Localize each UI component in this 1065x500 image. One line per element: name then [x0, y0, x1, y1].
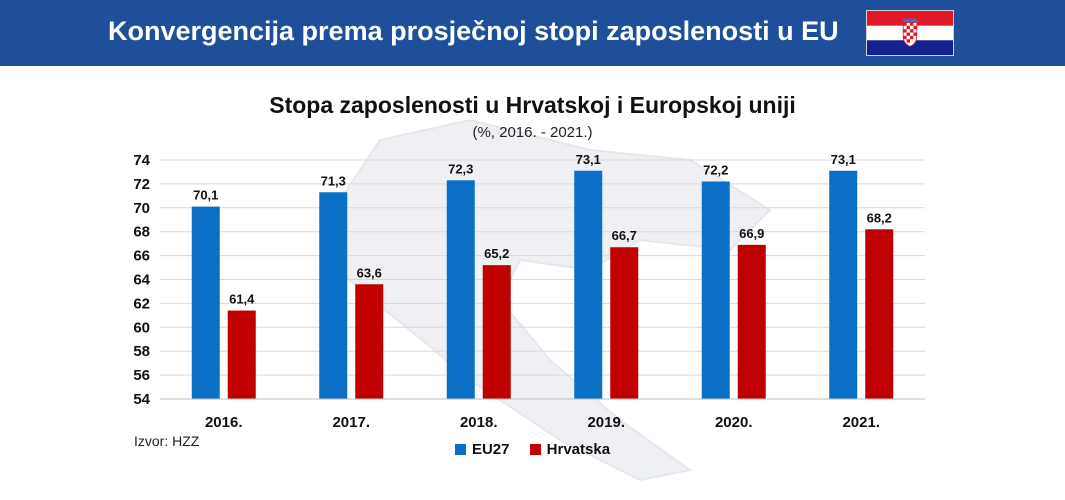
- data-label: 65,2: [484, 246, 509, 261]
- chart-title: Stopa zaposlenosti u Hrvatskoj i Europsk…: [269, 92, 796, 118]
- data-label: 73,1: [831, 152, 856, 167]
- bar-eu27: [319, 192, 348, 399]
- x-tick-label: 2016.: [205, 414, 243, 431]
- data-label: 73,1: [576, 152, 601, 167]
- legend-label-hrvatska: Hrvatska: [546, 441, 611, 458]
- x-tick-label: 2021.: [842, 414, 880, 431]
- bar-eu27: [446, 180, 475, 399]
- x-tick-label: 2020.: [715, 414, 753, 431]
- source-note: Izvor: HZZ: [134, 433, 200, 449]
- legend-item-hrvatska: Hrvatska: [529, 441, 611, 458]
- legend-label-eu27: EU27: [471, 441, 510, 458]
- data-label: 72,2: [703, 163, 728, 178]
- y-tick-label: 56: [133, 367, 150, 384]
- bar-hrvatska: [610, 247, 639, 399]
- y-tick-label: 70: [133, 200, 150, 217]
- bar-eu27: [701, 181, 730, 399]
- croatia-flag-icon: [866, 10, 954, 56]
- bar-hrvatska: [227, 310, 256, 399]
- data-label: 61,4: [229, 292, 255, 307]
- legend-swatch-hrvatska: [529, 443, 541, 455]
- x-tick-label: 2017.: [332, 414, 370, 431]
- y-tick-label: 72: [133, 176, 150, 193]
- y-tick-label: 68: [133, 224, 150, 241]
- y-tick-label: 66: [133, 248, 150, 265]
- bar-chart: 54 56 58 60 62 64 66 68 70 72 74 70,1 61,4 2016. 71,3 6…: [133, 152, 925, 431]
- bar-hrvatska: [865, 229, 894, 399]
- data-label: 70,1: [193, 188, 218, 203]
- header-bar: Konvergencija prema prosječnoj stopi zap…: [0, 0, 1065, 66]
- y-tick-label: 62: [133, 295, 150, 312]
- chart-subtitle: (%, 2016. - 2021.): [472, 124, 593, 141]
- x-tick-label: 2018.: [460, 414, 498, 431]
- data-label: 66,7: [612, 228, 637, 243]
- bar-eu27: [829, 170, 858, 399]
- data-label: 68,2: [867, 210, 892, 225]
- y-tick-label: 64: [133, 272, 150, 289]
- y-tick-label: 60: [133, 319, 150, 336]
- bar-hrvatska: [482, 265, 511, 399]
- bar-hrvatska: [737, 244, 766, 399]
- bar-hrvatska: [355, 284, 384, 399]
- y-tick-label: 58: [133, 343, 150, 360]
- y-tick-label: 74: [133, 152, 150, 169]
- data-label: 72,3: [448, 161, 473, 176]
- x-tick-label: 2019.: [587, 414, 625, 431]
- y-tick-label: 54: [133, 391, 150, 408]
- header-title: Konvergencija prema prosječnoj stopi zap…: [108, 16, 839, 46]
- legend-swatch-eu27: [454, 443, 466, 455]
- bar-eu27: [574, 170, 603, 399]
- chart-legend: EU27 Hrvatska: [0, 441, 1065, 458]
- data-label: 71,3: [321, 173, 346, 188]
- legend-item-eu27: EU27: [454, 441, 510, 458]
- bar-eu27: [191, 206, 220, 399]
- data-label: 66,9: [739, 226, 764, 241]
- data-label: 63,6: [357, 265, 382, 280]
